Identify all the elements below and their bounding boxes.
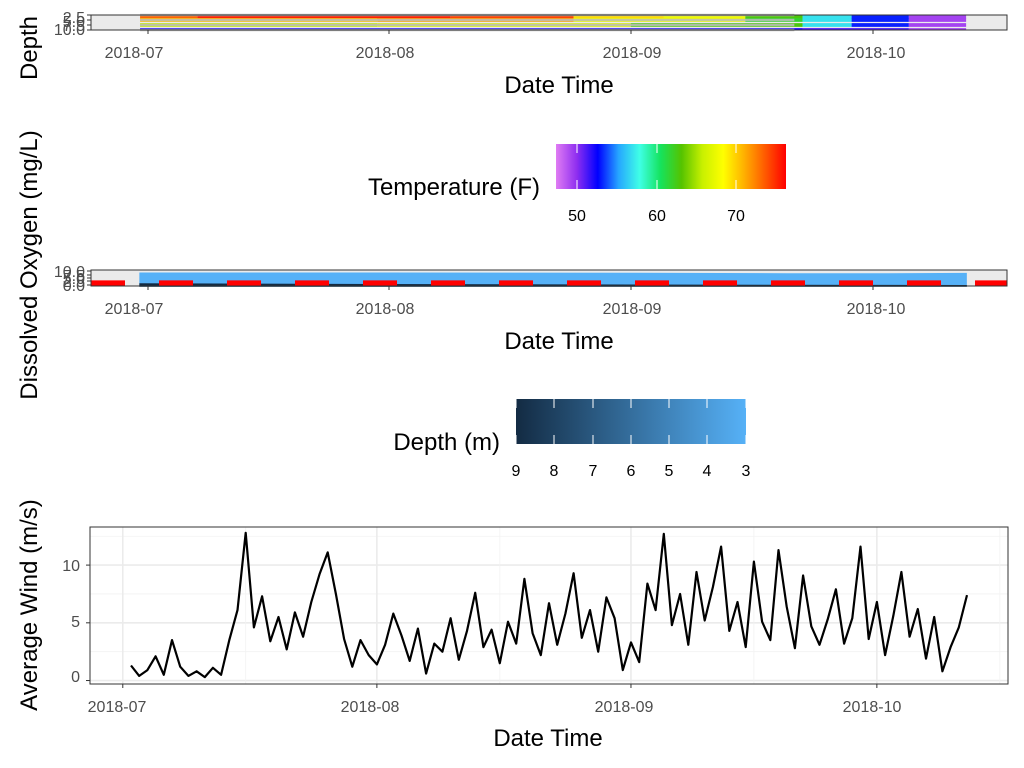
temperature-cell xyxy=(573,15,664,19)
wind-panel-border xyxy=(89,526,1009,685)
depth-x-tick-label: 2018-08 xyxy=(356,45,415,62)
depth-y-tick-label: 2.5 xyxy=(63,10,85,27)
wind-y-tick-label: 0 xyxy=(71,669,80,686)
depth-y-axis-title: Depth xyxy=(16,16,43,80)
depth-legend-tick: 3 xyxy=(742,463,751,480)
depth-y-tick-label: 5.0 xyxy=(63,14,85,31)
temperature-cell xyxy=(745,15,803,19)
depth-panel: 2.5 5.0 7.5 10.0 2018-07 2018-08 2018-09… xyxy=(16,10,1008,99)
wind-x-tick-label: 2018-08 xyxy=(341,699,400,716)
do-x-tick-label: 2018-07 xyxy=(105,301,164,318)
depth-x-ticks: 2018-07 2018-08 2018-09 2018-10 xyxy=(105,30,906,62)
depth-y-tick-label: 10.0 xyxy=(54,22,85,39)
temperature-cell xyxy=(450,15,574,19)
do-depth-area xyxy=(139,272,967,287)
temperature-cell xyxy=(851,15,909,19)
do-y-tick-label: 5.0 xyxy=(63,271,85,288)
wind-x-axis-title: Date Time xyxy=(493,725,602,752)
temperature-legend-tick: 70 xyxy=(727,208,745,225)
temperature-cell xyxy=(802,28,909,30)
depth-x-tick-label: 2018-10 xyxy=(847,45,906,62)
temperature-cell xyxy=(197,15,451,19)
wind-y-tick-label: 10 xyxy=(62,558,80,575)
do-x-tick-label: 2018-09 xyxy=(603,301,662,318)
do-x-ticks: 2018-07 2018-08 2018-09 2018-10 xyxy=(105,286,906,318)
temperature-cell xyxy=(663,15,746,19)
depth-legend-title: Depth (m) xyxy=(393,429,500,456)
wind-panel: 0 5 10 2018-07 2018-08 2018-09 2018-10 D… xyxy=(16,499,1009,752)
temperature-cell xyxy=(908,15,967,19)
do-y-tick-label: 7.5 xyxy=(63,268,85,285)
depth-legend-tick: 4 xyxy=(703,463,712,480)
depth-x-tick-label: 2018-07 xyxy=(105,45,164,62)
temperature-cell xyxy=(140,15,198,19)
temperature-cell xyxy=(851,23,909,27)
depth-legend: Depth (m) 9 8 7 6 5 4 3 xyxy=(393,399,751,480)
depth-legend-tick: 6 xyxy=(627,463,636,480)
depth-x-axis-title: Date Time xyxy=(504,72,613,99)
do-y-tick-label: 0.0 xyxy=(63,278,85,295)
do-panel: 0.0 2.5 5.0 7.5 10.0 2018-07 2018-08 201… xyxy=(16,130,1008,400)
do-x-tick-label: 2018-08 xyxy=(356,301,415,318)
temperature-colorbar xyxy=(556,144,786,189)
wind-y-axis-title: Average Wind (m/s) xyxy=(16,499,43,711)
temperature-legend-tick: 60 xyxy=(648,208,666,225)
temperature-cell xyxy=(908,23,967,27)
wind-x-tick-label: 2018-07 xyxy=(88,699,147,716)
wind-series-line xyxy=(130,531,969,679)
wind-x-tick-label: 2018-09 xyxy=(595,699,654,716)
do-y-ticks: 0.0 2.5 5.0 7.5 10.0 xyxy=(54,264,91,295)
depth-y-tick-label: 7.5 xyxy=(63,18,85,35)
temperature-legend-tick: 50 xyxy=(568,208,586,225)
depth-legend-tick: 8 xyxy=(550,463,559,480)
temperature-legend: Temperature (F) 50 60 70 xyxy=(368,144,786,225)
temperature-cell xyxy=(802,23,852,27)
do-y-tick-label: 10.0 xyxy=(54,264,85,281)
temperature-cell xyxy=(908,28,967,30)
wind-y-tick-label: 5 xyxy=(71,614,80,631)
depth-legend-tick: 7 xyxy=(589,463,598,480)
temperature-cell xyxy=(802,15,852,19)
depth-x-tick-label: 2018-09 xyxy=(603,45,662,62)
temperature-legend-title: Temperature (F) xyxy=(368,174,540,201)
temperature-colorbar-ticks xyxy=(576,144,737,189)
temperature-cell xyxy=(908,18,967,22)
temperature-cell xyxy=(802,18,852,22)
depth-legend-tick: 9 xyxy=(512,463,521,480)
wind-x-ticks: 2018-07 2018-08 2018-09 2018-10 xyxy=(88,684,902,716)
wind-x-tick-label: 2018-10 xyxy=(843,699,902,716)
wind-y-ticks: 0 5 10 xyxy=(62,558,90,686)
depth-colorbar-ticks xyxy=(515,399,747,444)
temperature-cell xyxy=(851,18,909,22)
do-y-tick-label: 2.5 xyxy=(63,274,85,291)
do-x-tick-label: 2018-10 xyxy=(847,301,906,318)
depth-legend-tick: 5 xyxy=(665,463,674,480)
depth-panel-border xyxy=(90,14,1008,31)
do-x-axis-title: Date Time xyxy=(504,328,613,355)
do-y-axis-title: Dissolved Oxygen (mg/L) xyxy=(16,130,43,399)
depth-y-ticks: 2.5 5.0 7.5 10.0 xyxy=(54,10,91,39)
